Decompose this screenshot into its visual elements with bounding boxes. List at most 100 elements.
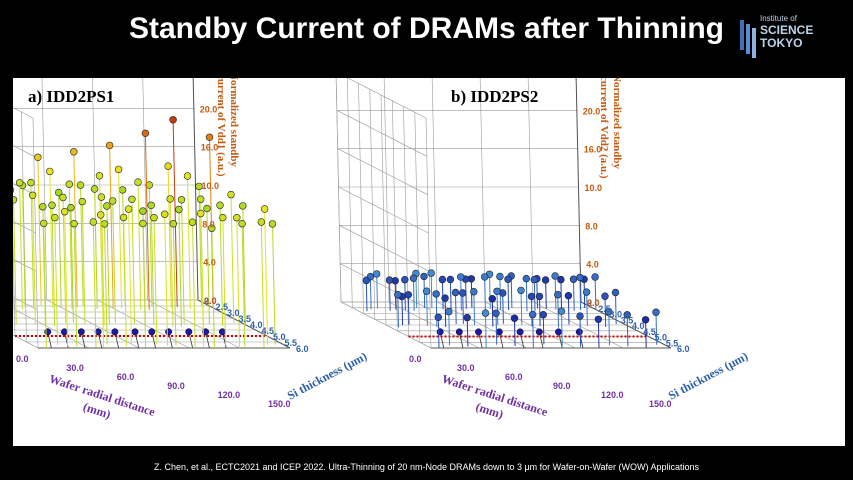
chart1-data-stem xyxy=(19,182,23,310)
chart1-projection-dot xyxy=(61,328,68,336)
chart1-data-stem xyxy=(131,199,136,324)
chart1-data-point xyxy=(96,211,105,219)
chart1-data-stem xyxy=(206,208,210,324)
chart1-data-stem xyxy=(178,209,182,327)
chart2-data-stem xyxy=(484,276,486,311)
chart2-data-point xyxy=(569,275,578,283)
chart1-data-point xyxy=(46,167,54,176)
chart1-data-point xyxy=(90,185,99,193)
chart1-data-point xyxy=(51,213,59,222)
chart2-projection-dot xyxy=(455,328,463,336)
chart1-projection-dot xyxy=(218,328,226,336)
chart2-data-stem xyxy=(573,279,575,311)
chart2-data-stem xyxy=(397,294,399,328)
chart2-back-wall-grid-x xyxy=(527,78,534,303)
chart2-x-tick-label: 150.0 xyxy=(649,399,672,409)
chart1-data-stem xyxy=(200,213,205,347)
chart1-data-stem xyxy=(100,197,105,326)
chart1-data-stem xyxy=(192,222,196,347)
chart2-data-stem xyxy=(449,279,452,310)
chart2-z-tick-label: 0.0 xyxy=(587,298,600,308)
chart1-data-stem xyxy=(272,223,276,345)
chart2-z-tick-label: 16.0 xyxy=(584,145,602,155)
chart2-data-stem xyxy=(586,292,588,326)
chart2-data-point xyxy=(441,294,449,302)
chart2-data-point xyxy=(446,275,455,284)
chart1-data-stem xyxy=(187,175,191,310)
chart1-data-point xyxy=(134,178,142,186)
chart1-data-stem xyxy=(92,221,97,348)
chart1-x-tick-label: 0.0 xyxy=(16,354,29,364)
chart1-data-point xyxy=(169,220,178,228)
logo-line3: TOKYO xyxy=(760,36,803,50)
chart1-data-point xyxy=(197,209,205,218)
chart2-y-axis-title: Si thickness (μm) xyxy=(666,349,750,403)
chart2-data-stem xyxy=(495,313,498,345)
chart2-data-point xyxy=(496,272,504,281)
chart1-z-tick-label: 10.0 xyxy=(202,181,220,191)
chart2-data-stem xyxy=(545,279,547,309)
chart2-data-stem xyxy=(485,313,487,348)
chart2-left-wall-grid-z xyxy=(337,148,428,195)
chart1-data-stem xyxy=(222,217,227,346)
chart1-data-stem xyxy=(241,223,246,347)
logo-mark-icon xyxy=(740,20,756,58)
chart2-data-stem xyxy=(525,278,528,312)
slide-title: Standby Current of DRAMs after Thinning xyxy=(129,12,724,45)
chart1-y-tick-label: 5.5 xyxy=(285,338,298,348)
chart1-data-stem xyxy=(13,199,17,324)
chart1-data-stem xyxy=(164,214,169,346)
chart2-data-stem xyxy=(466,317,469,347)
chart1-data-point xyxy=(150,214,158,222)
chart2-projection-dot xyxy=(516,328,524,336)
chart2-data-point xyxy=(576,273,584,282)
chart1-data-stem xyxy=(137,182,142,310)
chart2-data-stem xyxy=(645,319,647,348)
chart1-x-tick-label: 60.0 xyxy=(117,372,135,382)
chart1-data-point xyxy=(60,208,69,216)
chart1-data-stem xyxy=(58,192,62,308)
chart2-projection-dot xyxy=(535,328,543,336)
chart1-data-point xyxy=(238,220,246,228)
chart1-data-stem xyxy=(142,223,147,348)
chart2-back-wall-grid-x xyxy=(431,78,438,303)
chart1-y-tick-label: 2.5 xyxy=(216,302,229,312)
chart1-data-stem xyxy=(264,208,269,346)
chart1-data-point xyxy=(105,141,114,150)
chart2-data-stem xyxy=(514,318,516,347)
chart2-y-tick-label: 4.5 xyxy=(643,327,656,337)
chart2-data-stem xyxy=(426,291,428,326)
chart1-data-stem xyxy=(172,119,178,307)
chart2-data-point xyxy=(504,275,512,284)
chart2-data-stem xyxy=(510,275,513,308)
chart2-data-point xyxy=(522,274,530,283)
chart1-data-point xyxy=(141,129,150,137)
chart1-data-stem xyxy=(230,194,235,324)
chart2-y-tick-label: 5.5 xyxy=(666,338,679,348)
chart2-data-point xyxy=(594,315,603,324)
chart1-y-tick-label: 4.5 xyxy=(262,326,275,336)
chart1-z-axis-title-unit: current of Vdd1 (a.u.) xyxy=(215,78,227,177)
chart1-data-stem xyxy=(153,217,158,345)
chart1-data-stem xyxy=(109,145,114,309)
chart1-data-point xyxy=(40,219,48,228)
chart1-data-point xyxy=(70,148,78,156)
chart1-data-point xyxy=(118,186,127,194)
chart2-data-stem xyxy=(407,294,410,325)
chart2-data-point xyxy=(481,273,489,281)
chart2-z-tick-label: 4.0 xyxy=(586,260,599,270)
chart1-data-stem xyxy=(169,198,174,327)
chart1-y-tick-label: 3.5 xyxy=(239,314,252,324)
chart2-left-wall-grid-z xyxy=(336,110,427,157)
chart2-data-point xyxy=(493,287,501,296)
chart1-data-point xyxy=(208,224,216,232)
chart1-y-axis-title: Si thickness (μm) xyxy=(285,349,369,403)
chart2-data-point xyxy=(601,292,609,300)
chart2-data-point xyxy=(527,292,536,301)
chart2-left-wall-grid-z xyxy=(339,225,430,272)
chart2-data-point xyxy=(564,292,573,300)
chart1-z-tick-label: 4.0 xyxy=(203,258,216,268)
chart1-data-stem xyxy=(167,166,172,308)
chart1-data-point xyxy=(175,205,183,214)
chart2-left-wall-grid-z xyxy=(340,263,431,310)
